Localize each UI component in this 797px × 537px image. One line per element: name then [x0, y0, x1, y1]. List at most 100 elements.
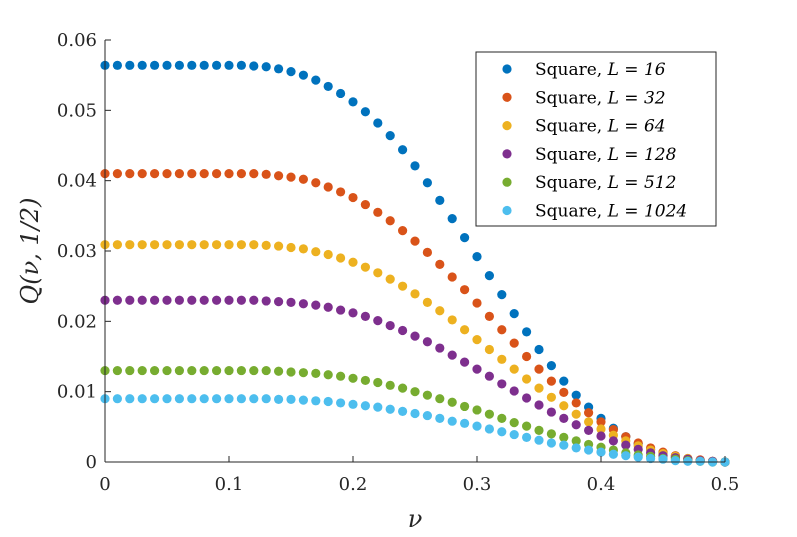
- data-point: [422, 247, 432, 258]
- data-point: [162, 295, 172, 305]
- data-point: [497, 379, 507, 389]
- data-point: [509, 386, 519, 396]
- data-point: [559, 376, 569, 386]
- ticks: 0 0.1 0.2 0.3 0.4 0.5 0 0.01 0.02 0.03 0.04 0.05 0.0…: [57, 30, 739, 495]
- data-point: [162, 60, 172, 70]
- legend-label-math: L = 64: [607, 117, 666, 137]
- data-point: [522, 327, 532, 337]
- data-point: [323, 249, 333, 260]
- data-point: [422, 337, 432, 347]
- data-point: [398, 281, 408, 291]
- data-point: [199, 60, 209, 70]
- data-point: [497, 325, 507, 335]
- data-point: [472, 405, 482, 415]
- data-point: [646, 453, 656, 464]
- data-point: [484, 371, 494, 381]
- data-point: [224, 394, 234, 404]
- data-point: [274, 171, 284, 181]
- legend-label-math: L = 32: [607, 88, 666, 108]
- data-point: [571, 420, 581, 430]
- data-point: [323, 370, 333, 380]
- legend-marker: [502, 121, 512, 131]
- data-point: [497, 427, 507, 437]
- data-point: [112, 295, 122, 305]
- data-point: [398, 145, 408, 155]
- data-point: [249, 295, 259, 305]
- data-point: [187, 295, 197, 305]
- data-point: [447, 350, 457, 360]
- data-point: [286, 394, 296, 405]
- data-point: [336, 398, 346, 408]
- data-point: [174, 240, 184, 250]
- data-point: [274, 394, 284, 405]
- data-point: [571, 436, 581, 446]
- legend-label-text: Square,: [535, 173, 608, 193]
- data-point: [484, 311, 494, 322]
- x-axis-label: ν: [408, 505, 423, 533]
- data-point: [373, 377, 383, 388]
- data-point: [137, 169, 147, 179]
- data-point: [571, 398, 581, 408]
- data-point: [373, 207, 383, 217]
- data-point: [373, 268, 383, 278]
- legend-label-math: L = 128: [607, 145, 677, 165]
- data-point: [546, 361, 557, 371]
- data-point: [422, 178, 432, 188]
- data-point: [199, 295, 209, 305]
- data-point: [348, 257, 358, 267]
- data-point: [336, 371, 346, 381]
- data-point: [360, 107, 370, 117]
- data-point: [571, 390, 581, 400]
- data-point: [509, 364, 519, 374]
- series-5: [100, 365, 730, 467]
- data-point: [460, 233, 470, 243]
- data-point: [348, 97, 358, 107]
- data-point: [596, 431, 606, 441]
- data-point: [608, 449, 619, 459]
- data-point: [497, 290, 507, 300]
- data-point: [187, 365, 197, 376]
- data-point: [522, 351, 532, 362]
- y-axis-label: Q(ν, 1/2): [16, 198, 44, 305]
- data-point: [584, 445, 594, 455]
- data-point: [298, 299, 308, 309]
- legend-marker: [502, 92, 512, 102]
- legend-marker: [502, 177, 512, 187]
- data-point: [360, 375, 370, 386]
- data-point: [522, 374, 532, 384]
- data-point: [509, 338, 519, 348]
- data-point: [373, 402, 383, 412]
- legend-label-text: Square,: [535, 60, 608, 80]
- data-point: [261, 62, 271, 72]
- data-point: [559, 401, 569, 411]
- data-point: [137, 240, 147, 250]
- data-point: [224, 169, 234, 179]
- data-point: [571, 443, 581, 453]
- data-point: [621, 440, 631, 450]
- legend-label: Square, L = 512: [535, 173, 676, 193]
- data-point: [484, 271, 494, 281]
- data-point: [298, 395, 308, 405]
- x-tick-label: 0.4: [587, 474, 616, 495]
- data-point: [150, 295, 160, 305]
- data-point: [447, 315, 457, 325]
- data-point: [236, 295, 246, 305]
- data-point: [112, 169, 122, 179]
- data-point: [274, 297, 284, 307]
- data-point: [249, 169, 259, 179]
- x-tick-label: 0.1: [215, 474, 244, 495]
- data-point: [360, 401, 370, 411]
- data-point: [422, 297, 432, 307]
- data-point: [323, 182, 333, 192]
- legend-label: Square, L = 16: [535, 60, 666, 80]
- data-point: [472, 335, 482, 345]
- data-point: [112, 365, 122, 376]
- data-point: [249, 394, 259, 404]
- data-point: [460, 325, 470, 335]
- data-point: [435, 394, 445, 404]
- legend-label-math: L = 512: [607, 173, 677, 193]
- data-point: [398, 383, 408, 393]
- legend-label-text: Square,: [535, 145, 608, 165]
- data-point: [410, 161, 420, 171]
